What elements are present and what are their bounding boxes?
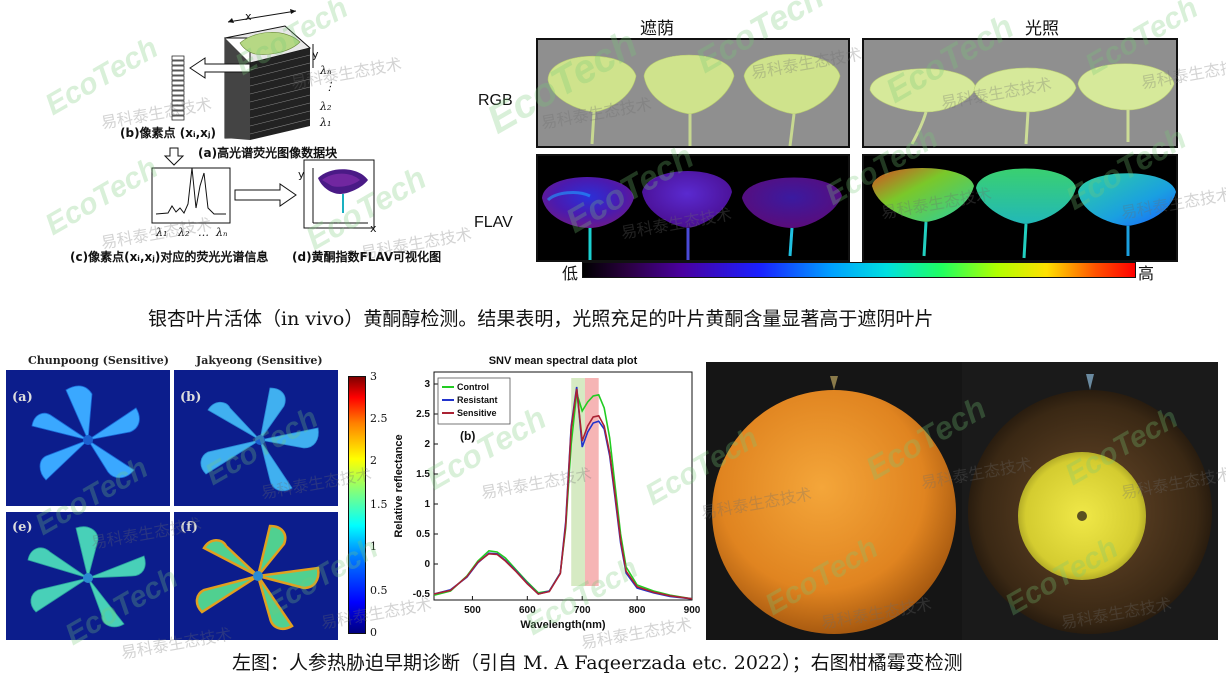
plant-letter-f: (f) (180, 520, 198, 535)
snv-spectral-chart: 500 600 700 800 900 -0.5 0 0.5 1 1.5 2 2.5 3 SNV mean… (390, 350, 702, 640)
spectrum-plot-box (151, 167, 231, 224)
x-tick-label-500: 500 (464, 605, 481, 616)
colorbar-high-label: 高 (1138, 264, 1155, 283)
lambda-n-label: λₙ (320, 64, 332, 77)
pixel-spectrum-stack (171, 55, 251, 121)
plant-title-right: Jakyeong (Sensitive) (196, 354, 323, 367)
y-tick-label-2: 2 (424, 439, 430, 450)
flav-light-leaves (872, 168, 1176, 259)
cb-tick-0: 0 (370, 626, 377, 639)
rgb-shade-leaves (547, 53, 841, 146)
legend-label-resistant: Resistant (457, 395, 498, 405)
spectrum-tick-2: λ₂ (178, 226, 190, 239)
colorbar-low-label: 低 (562, 264, 579, 283)
cb-tick-3: 3 (370, 370, 377, 383)
rgb-light-image (862, 38, 1178, 148)
y-tick-label-0: 0 (424, 559, 430, 570)
x-tick-label-900: 900 (684, 605, 701, 616)
caption-top: 银杏叶片活体（in vivo）黄酮醇检测。结果表明，光照充足的叶片黄酮含量显著高… (148, 308, 934, 330)
moldy-orange-stem (1086, 374, 1094, 390)
citrus-drawing (706, 362, 1218, 640)
x-axis-label: Wavelength(nm) (520, 619, 605, 631)
legend-label-control: Control (457, 382, 489, 392)
cb-tick-1-5: 1.5 (370, 498, 388, 511)
plant-letter-a: (a) (12, 390, 33, 405)
d-x-axis-label: x (370, 222, 377, 235)
ginseng-heatmaps: Chunpoong (Sensitive) Jakyeong (Sensitiv… (6, 346, 406, 640)
chart-background (390, 350, 702, 640)
right-arrow (234, 183, 297, 207)
y-tick-label-1.5: 1.5 (416, 469, 430, 480)
label-c: (c)像素点(xᵢ,xⱼ)对应的荧光光谱信息 (70, 250, 269, 264)
legend-label-sensitive: Sensitive (457, 408, 497, 418)
col-title-shade: 遮荫 (640, 19, 674, 39)
plant-f-drawing (195, 524, 320, 630)
data-cube (223, 9, 314, 140)
down-arrow (163, 147, 185, 166)
y-tick-label-0.5: 0.5 (416, 529, 430, 540)
flav-light-image (862, 154, 1178, 262)
row-label-flav: FLAV (474, 214, 513, 231)
heatmap-a: (a) (6, 370, 170, 506)
cb-tick-1: 1 (370, 540, 377, 553)
plant-letter-e: (e) (12, 520, 33, 535)
healthy-orange-stem (830, 376, 838, 390)
y-tick-label-2.5: 2.5 (416, 409, 430, 420)
x-tick-label-700: 700 (574, 605, 591, 616)
row-label-rgb: RGB (478, 92, 513, 109)
chart-title: SNV mean spectral data plot (489, 355, 638, 367)
healthy-orange (712, 390, 956, 634)
ginkgo-leaf-panels: 遮荫 光照 RGB FLAV (470, 8, 1215, 293)
spectrum-tick-dots: … (198, 226, 209, 239)
flav-colorbar (582, 262, 1136, 278)
cb-tick-0-5: 0.5 (370, 584, 388, 597)
flav-visualization-box (303, 159, 375, 229)
plot-frame (433, 371, 693, 601)
rgb-shade-image (536, 38, 850, 148)
plant-a-drawing (31, 385, 140, 481)
x-tick-label-800: 800 (629, 605, 646, 616)
heatmap-colorbar (348, 376, 366, 634)
schematic-drawing (151, 9, 375, 229)
series-line-control (433, 392, 693, 600)
label-a: (a)高光谱荧光图像数据块 (198, 146, 338, 160)
citrus-mold-images (706, 362, 1218, 640)
highlight-band-1 (584, 378, 599, 586)
x-tick-label-600: 600 (519, 605, 536, 616)
chart-svg: 500 600 700 800 900 -0.5 0 0.5 1 1.5 2 2.5 3 SNV mean… (390, 350, 702, 640)
y-axis-label: Relative reflectance (393, 434, 405, 537)
cube-y-axis-label: y (312, 48, 319, 61)
label-b: (b)像素点 (xᵢ,xⱼ) (120, 126, 217, 140)
y-tick-label-3: 3 (424, 379, 430, 390)
flav-shade-image (536, 154, 850, 262)
cube-x-axis-label: x (245, 10, 252, 23)
rgb-light-leaves (869, 63, 1175, 145)
caption-bottom: 左图：人参热胁迫早期诊断（引自 M. A Faqeerzada etc. 202… (232, 652, 963, 674)
plant-letter-b: (b) (180, 390, 202, 405)
lambda-dots-label: ⋮ (324, 80, 335, 93)
cb-tick-2: 2 (370, 454, 377, 467)
plant-e-drawing (27, 526, 146, 628)
cb-tick-2-5: 2.5 (370, 412, 388, 425)
spectrum-tick-1: λ₁ (156, 226, 168, 239)
lambda-2-label: λ₂ (320, 100, 332, 113)
plant-b-drawing (200, 387, 319, 492)
spectrum-tick-n: λₙ (216, 226, 228, 239)
hyperspectral-schematic: x y λₙ ⋮ λ₂ λ₁ (b)像素点 (xᵢ,xⱼ) (a)高光谱荧光图像… (70, 8, 460, 293)
col-title-light: 光照 (1025, 19, 1059, 39)
flav-shade-leaves (542, 171, 842, 260)
chart-panel-label: (b) (460, 429, 475, 443)
heatmap-b: (b) (174, 370, 338, 506)
lambda-1-label: λ₁ (320, 116, 332, 129)
d-y-axis-label: y (298, 168, 305, 181)
heatmap-e: (e) (6, 512, 170, 640)
series-line-sensitive (433, 388, 693, 600)
label-d: (d)黄酮指数FLAV可视化图 (292, 250, 442, 264)
heatmap-f: (f) (174, 512, 338, 640)
y-tick-label--0.5: -0.5 (413, 589, 431, 600)
y-tick-label-1: 1 (424, 499, 430, 510)
plant-title-left: Chunpoong (Sensitive) (28, 354, 170, 367)
